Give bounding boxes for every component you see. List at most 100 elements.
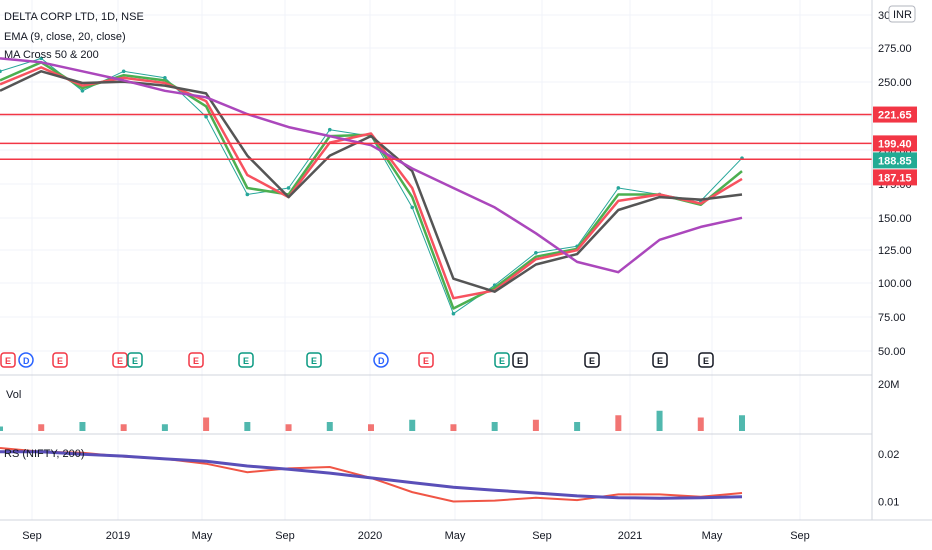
time-label-7: 2021	[618, 530, 642, 542]
price-point-7	[286, 186, 291, 190]
event-marker-shape-7	[306, 352, 322, 368]
rs-lines	[0, 447, 743, 503]
volume-bar-1	[38, 424, 45, 431]
event-marker-text-11: E	[517, 356, 523, 366]
volume-bar-14	[574, 422, 581, 431]
event-marker-text-14: E	[703, 356, 709, 366]
volume-bar-8	[326, 422, 333, 431]
event-marker-shape-12	[584, 352, 600, 368]
event-marker-12[interactable]: E	[584, 352, 600, 368]
volume-bar-10	[409, 419, 416, 431]
price-tick-7: 125.00	[878, 245, 912, 257]
price-point-5	[204, 114, 208, 119]
event-marker-4[interactable]: E	[127, 352, 143, 368]
price-point-15	[616, 186, 621, 190]
level-tag-bg-2	[873, 152, 917, 169]
event-marker-text-5: E	[193, 356, 199, 366]
time-label-3: Sep	[275, 530, 295, 542]
event-marker-text-9: E	[423, 356, 429, 366]
volume-bars	[0, 410, 745, 431]
event-marker-14[interactable]: E	[698, 352, 714, 368]
currency-badge[interactable]: INR	[888, 5, 916, 23]
price-point-1	[39, 56, 44, 61]
price-point-2	[80, 88, 85, 93]
event-marker-5[interactable]: E	[188, 352, 204, 368]
event-marker-text-0: E	[5, 356, 11, 366]
currency-label: INR	[893, 9, 912, 21]
volume-bar-15	[615, 415, 622, 431]
volume-bar-5	[203, 417, 210, 431]
event-marker-shape-9	[418, 352, 434, 368]
event-marker-text-4: E	[132, 356, 138, 366]
event-marker-11[interactable]: E	[512, 352, 528, 368]
event-marker-text-7: E	[311, 356, 317, 366]
event-marker-1[interactable]: D	[18, 352, 34, 368]
event-marker-text-2: E	[57, 356, 63, 366]
time-label-4: 2020	[358, 530, 382, 542]
price-point-8	[327, 127, 332, 132]
time-label-5: May	[445, 530, 466, 542]
indicator-ema-label[interactable]: EMA (9, close, 20, close)	[4, 31, 126, 43]
event-marker-text-8: D	[378, 356, 385, 366]
event-marker-text-12: E	[589, 356, 595, 366]
price-tick-10: 50.00	[878, 346, 906, 358]
event-marker-0[interactable]: E	[0, 352, 16, 368]
event-marker-shape-1	[18, 352, 34, 368]
time-label-8: May	[702, 530, 723, 542]
time-label-2: May	[192, 530, 213, 542]
rs-tick-0: 0.02	[878, 449, 899, 461]
price-tick-2: 250.00	[878, 77, 912, 89]
time-label-9: Sep	[790, 530, 810, 542]
price-lines	[0, 56, 744, 316]
event-marker-7[interactable]: E	[306, 352, 322, 368]
event-marker-shape-14	[698, 352, 714, 368]
volume-bar-11	[450, 424, 457, 431]
event-marker-text-13: E	[657, 356, 663, 366]
time-axis[interactable]: Sep 2019 May Sep 2020 May Sep 2021 May Sep	[22, 530, 810, 542]
level-tag-3: 187.15	[878, 172, 912, 184]
series-line-2	[0, 66, 743, 300]
price-tick-1: 275.00	[878, 43, 912, 55]
volume-bar-4	[161, 424, 168, 431]
volume-label[interactable]: Vol	[6, 389, 21, 401]
indicator-ma-cross-label[interactable]: MA Cross 50 & 200	[4, 49, 99, 61]
time-label-1: 2019	[106, 530, 130, 542]
level-tags: 221.65 199.40 188.85 187.15	[873, 106, 917, 186]
volume-bar-7	[285, 424, 292, 431]
price-point-10	[410, 205, 415, 210]
level-tag-2: 188.85	[878, 155, 912, 167]
time-label-0: Sep	[22, 530, 42, 542]
level-tag-bg-1	[873, 135, 917, 152]
price-point-13	[534, 250, 538, 255]
rs-axis: 0.02 0.01	[878, 449, 899, 508]
rs-tick-1: 0.01	[878, 497, 899, 509]
rs-label[interactable]: RS (NIFTY, 200)	[4, 448, 85, 460]
event-marker-13[interactable]: E	[652, 352, 668, 368]
event-marker-9[interactable]: E	[418, 352, 434, 368]
event-marker-8[interactable]: D	[373, 352, 389, 368]
event-marker-6[interactable]: E	[238, 352, 254, 368]
event-marker-10[interactable]: E	[494, 352, 510, 368]
level-tag-bg-3	[873, 169, 917, 186]
price-tick-6: 150.00	[878, 213, 912, 225]
symbol-title[interactable]: DELTA CORP LTD, 1D, NSE	[4, 11, 144, 23]
level-tag-1: 199.40	[878, 138, 912, 150]
level-tag-bg-0	[873, 106, 917, 123]
grid	[0, 0, 872, 520]
volume-bar-12	[491, 422, 498, 431]
volume-bar-18	[739, 415, 745, 431]
event-marker-shape-0	[0, 352, 16, 368]
level-tag-0: 221.65	[878, 110, 912, 122]
event-marker-2[interactable]: E	[52, 352, 68, 368]
volume-bar-0	[0, 426, 3, 431]
event-marker-3[interactable]: E	[112, 352, 128, 368]
price-point-4	[163, 76, 167, 80]
rs-ma-line	[0, 450, 743, 500]
event-marker-shape-13	[652, 352, 668, 368]
volume-bar-13	[532, 419, 539, 431]
volume-bar-9	[368, 424, 374, 431]
series-line-4	[0, 57, 743, 274]
event-marker-text-10: E	[499, 356, 505, 366]
event-marker-text-3: E	[117, 356, 123, 366]
